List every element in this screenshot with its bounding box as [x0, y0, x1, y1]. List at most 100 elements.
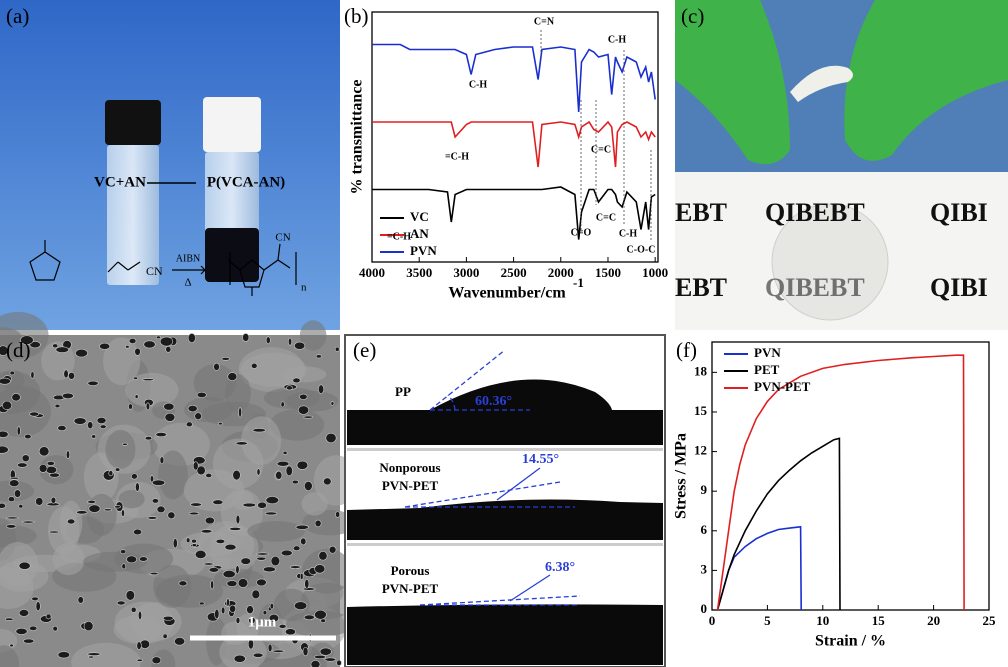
pore	[67, 518, 76, 525]
pore	[142, 378, 155, 382]
pore	[131, 473, 138, 480]
pore	[262, 610, 268, 616]
plot-frame	[371, 11, 659, 263]
pore	[205, 473, 213, 478]
pore	[185, 421, 193, 428]
peak-annotation: C-H	[619, 228, 638, 239]
y-axis-label: Stress / MPa	[673, 433, 690, 519]
legend-label: PVN	[410, 243, 437, 258]
pore	[99, 424, 107, 429]
print: QIBEBT	[765, 273, 865, 302]
y-axis-label: % transmittance	[349, 79, 366, 194]
pore	[194, 550, 207, 559]
pore	[275, 470, 283, 480]
polymer	[205, 228, 259, 282]
peak-annotation: C-H	[608, 34, 627, 45]
legend-label: PET	[754, 362, 780, 377]
pore	[2, 400, 12, 410]
peak-annotation: =C-H	[387, 231, 411, 242]
pore	[208, 567, 220, 573]
sample-name: PVN-PET	[382, 581, 439, 596]
pore	[232, 469, 241, 481]
pore	[31, 596, 39, 601]
pore	[325, 432, 337, 444]
pore	[155, 432, 167, 437]
panel-d-overlay: (d) 1μm	[6, 338, 336, 641]
photo-background	[0, 0, 340, 330]
angles: 60.36° 14.55° 6.38°	[475, 394, 575, 575]
pore	[14, 489, 22, 498]
pore	[265, 496, 279, 505]
pore	[227, 372, 238, 381]
texture	[114, 601, 175, 644]
pore	[203, 562, 214, 566]
pore	[229, 604, 236, 613]
pore	[128, 403, 133, 410]
pore	[159, 456, 165, 465]
pore	[190, 502, 202, 507]
pore	[226, 580, 238, 587]
pore	[49, 530, 60, 534]
pore	[73, 417, 87, 425]
pore	[96, 416, 107, 425]
pore	[163, 402, 175, 411]
series-line	[372, 186, 656, 240]
pore	[63, 369, 69, 379]
pore	[268, 613, 280, 623]
panel-label: (c)	[681, 4, 704, 28]
angle-lines	[404, 349, 581, 606]
pore	[165, 345, 172, 353]
pore	[282, 450, 288, 455]
panel-label: (e)	[353, 338, 376, 362]
pore	[21, 454, 30, 463]
pore	[299, 573, 304, 580]
pore	[237, 578, 249, 588]
pore	[144, 436, 153, 441]
texture	[82, 551, 147, 572]
pore	[323, 477, 332, 486]
pore	[57, 651, 71, 659]
pore	[200, 529, 213, 534]
pore	[297, 405, 310, 415]
peak-annotation: C=O	[571, 227, 592, 238]
pore	[328, 545, 337, 554]
pore	[300, 537, 307, 546]
pore	[87, 652, 101, 656]
texture	[219, 633, 267, 667]
texture	[71, 642, 141, 667]
pore	[121, 509, 125, 517]
pore	[314, 564, 326, 574]
panel-label: (d)	[6, 338, 31, 362]
sample-names: PP Nonporous PVN-PET Porous PVN-PET	[379, 384, 440, 596]
pore	[285, 465, 293, 476]
print: QIBI	[930, 273, 988, 302]
pore	[18, 561, 31, 570]
pore	[128, 338, 137, 344]
pore	[304, 579, 310, 589]
pore	[330, 401, 335, 406]
contact-angle: 14.55°	[522, 452, 559, 467]
pore	[87, 421, 94, 430]
pore	[35, 601, 41, 612]
pore	[280, 401, 285, 408]
pore	[134, 347, 141, 356]
substrate	[347, 499, 663, 540]
pore	[136, 641, 142, 650]
pore	[162, 633, 168, 639]
texture	[0, 560, 49, 592]
pore	[235, 565, 240, 575]
pore	[22, 638, 35, 644]
pore	[302, 646, 309, 657]
pore	[212, 499, 224, 505]
reaction-scheme	[29, 240, 297, 296]
pore	[133, 376, 139, 380]
pore	[318, 384, 325, 394]
texture	[105, 429, 136, 469]
series-line	[372, 120, 656, 168]
pore	[194, 412, 202, 420]
pore	[0, 502, 6, 509]
pore	[149, 475, 154, 483]
pore	[294, 341, 306, 350]
pore	[164, 412, 176, 422]
pore	[7, 496, 16, 502]
